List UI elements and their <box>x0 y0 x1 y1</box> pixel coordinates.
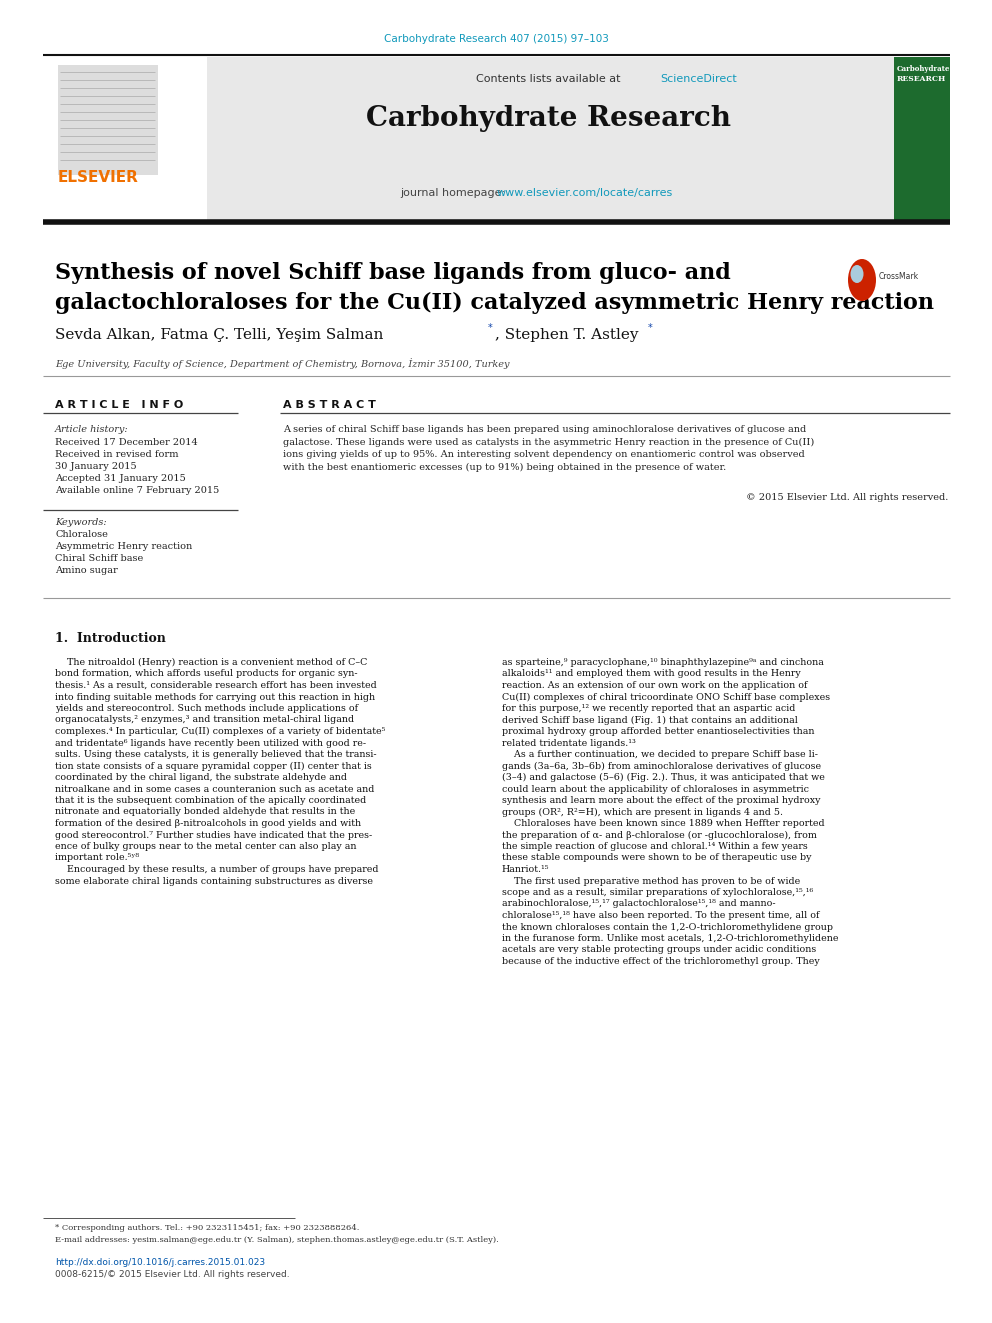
Text: and tridentate⁶ ligands have recently been utilized with good re-: and tridentate⁶ ligands have recently be… <box>55 738 366 747</box>
Text: journal homepage:: journal homepage: <box>400 188 509 198</box>
Text: galactose. These ligands were used as catalysts in the asymmetric Henry reaction: galactose. These ligands were used as ca… <box>283 438 814 447</box>
Text: 0008-6215/© 2015 Elsevier Ltd. All rights reserved.: 0008-6215/© 2015 Elsevier Ltd. All right… <box>55 1270 290 1279</box>
Text: Chloralose: Chloralose <box>55 531 108 538</box>
Text: Chiral Schiff base: Chiral Schiff base <box>55 554 143 564</box>
Text: yields and stereocontrol. Such methods include applications of: yields and stereocontrol. Such methods i… <box>55 704 358 713</box>
Text: www.elsevier.com/locate/carres: www.elsevier.com/locate/carres <box>497 188 674 198</box>
Text: chloralose¹⁵,¹⁸ have also been reported. To the present time, all of: chloralose¹⁵,¹⁸ have also been reported.… <box>502 912 819 919</box>
Ellipse shape <box>848 259 876 302</box>
Text: alkaloids¹¹ and employed them with good results in the Henry: alkaloids¹¹ and employed them with good … <box>502 669 801 679</box>
Text: A R T I C L E   I N F O: A R T I C L E I N F O <box>55 400 184 410</box>
Text: related tridentate ligands.¹³: related tridentate ligands.¹³ <box>502 738 636 747</box>
Text: Received 17 December 2014: Received 17 December 2014 <box>55 438 197 447</box>
Text: Synthesis of novel Schiff base ligands from gluco- and: Synthesis of novel Schiff base ligands f… <box>55 262 731 284</box>
Text: nitroalkane and in some cases a counteranion such as acetate and: nitroalkane and in some cases a countera… <box>55 785 374 794</box>
Text: complexes.⁴ In particular, Cu(II) complexes of a variety of bidentate⁵: complexes.⁴ In particular, Cu(II) comple… <box>55 728 385 736</box>
Text: important role.⁵ʸ⁸: important role.⁵ʸ⁸ <box>55 853 139 863</box>
Text: formation of the desired β-nitroalcohols in good yields and with: formation of the desired β-nitroalcohols… <box>55 819 361 828</box>
Text: these stable compounds were shown to be of therapeutic use by: these stable compounds were shown to be … <box>502 853 811 863</box>
Text: coordinated by the chiral ligand, the substrate aldehyde and: coordinated by the chiral ligand, the su… <box>55 773 347 782</box>
Text: CrossMark: CrossMark <box>879 273 920 280</box>
Text: Encouraged by these results, a number of groups have prepared: Encouraged by these results, a number of… <box>55 865 379 875</box>
Text: Ege University, Faculty of Science, Department of Chemistry, Bornova, İzmir 3510: Ege University, Faculty of Science, Depa… <box>55 359 510 369</box>
Text: Carbohydrate Research: Carbohydrate Research <box>365 105 730 132</box>
Text: arabinochloralose,¹⁵,¹⁷ galactochloralose¹⁵,¹⁸ and manno-: arabinochloralose,¹⁵,¹⁷ galactochloralos… <box>502 900 776 909</box>
Text: thesis.¹ As a result, considerable research effort has been invested: thesis.¹ As a result, considerable resea… <box>55 681 377 691</box>
Bar <box>894 57 950 220</box>
Text: because of the inductive effect of the trichloromethyl group. They: because of the inductive effect of the t… <box>502 957 819 966</box>
Text: that it is the subsequent combination of the apically coordinated: that it is the subsequent combination of… <box>55 796 366 804</box>
Text: ions giving yields of up to 95%. An interesting solvent dependency on enantiomer: ions giving yields of up to 95%. An inte… <box>283 450 805 459</box>
Text: proximal hydroxy group afforded better enantioselectivities than: proximal hydroxy group afforded better e… <box>502 728 814 736</box>
Text: Chloraloses have been known since 1889 when Heffter reported: Chloraloses have been known since 1889 w… <box>502 819 824 828</box>
Bar <box>43 57 207 220</box>
Text: *: * <box>488 323 493 333</box>
Text: some elaborate chiral ligands containing substructures as diverse: some elaborate chiral ligands containing… <box>55 877 373 885</box>
Text: As a further continuation, we decided to prepare Schiff base li-: As a further continuation, we decided to… <box>502 750 818 759</box>
Text: as sparteine,⁹ paracyclophane,¹⁰ binaphthylazepine⁹ᵃ and cinchona: as sparteine,⁹ paracyclophane,¹⁰ binapht… <box>502 658 824 667</box>
Text: for this purpose,¹² we recently reported that an aspartic acid: for this purpose,¹² we recently reported… <box>502 704 796 713</box>
Text: ence of bulky groups near to the metal center can also play an: ence of bulky groups near to the metal c… <box>55 841 356 851</box>
Text: (3–4) and galactose (5–6) (Fig. 2.). Thus, it was anticipated that we: (3–4) and galactose (5–6) (Fig. 2.). Thu… <box>502 773 825 782</box>
Text: Received in revised form: Received in revised form <box>55 450 179 459</box>
Text: Sevda Alkan, Fatma Ç. Telli, Yeşim Salman: Sevda Alkan, Fatma Ç. Telli, Yeşim Salma… <box>55 328 383 343</box>
Text: Article history:: Article history: <box>55 425 129 434</box>
Bar <box>207 57 894 220</box>
Text: scope and as a result, similar preparations of xylochloralose,¹⁵,¹⁶: scope and as a result, similar preparati… <box>502 888 813 897</box>
Text: *: * <box>648 323 653 333</box>
Text: the known chloraloses contain the 1,2-O-trichloromethylidene group: the known chloraloses contain the 1,2-O-… <box>502 922 833 931</box>
Text: acetals are very stable protecting groups under acidic conditions: acetals are very stable protecting group… <box>502 946 816 954</box>
Text: in the furanose form. Unlike most acetals, 1,2-O-trichloromethylidene: in the furanose form. Unlike most acetal… <box>502 934 838 943</box>
Text: Carbohydrate: Carbohydrate <box>897 65 950 73</box>
Text: Accepted 31 January 2015: Accepted 31 January 2015 <box>55 474 186 483</box>
Text: could learn about the applicability of chloraloses in asymmetric: could learn about the applicability of c… <box>502 785 809 794</box>
Text: , Stephen T. Astley: , Stephen T. Astley <box>495 328 639 343</box>
Text: Amino sugar: Amino sugar <box>55 566 118 576</box>
Text: * Corresponding authors. Tel.: +90 2323115451; fax: +90 2323888264.: * Corresponding authors. Tel.: +90 23231… <box>55 1224 359 1232</box>
Text: The nitroaldol (Henry) reaction is a convenient method of C–C: The nitroaldol (Henry) reaction is a con… <box>55 658 367 667</box>
Text: 30 January 2015: 30 January 2015 <box>55 462 137 471</box>
Text: with the best enantiomeric excesses (up to 91%) being obtained in the presence o: with the best enantiomeric excesses (up … <box>283 463 726 471</box>
Text: derived Schiff base ligand (Fig. 1) that contains an additional: derived Schiff base ligand (Fig. 1) that… <box>502 716 798 725</box>
Text: the preparation of α- and β-chloralose (or -glucochloralose), from: the preparation of α- and β-chloralose (… <box>502 831 816 840</box>
Text: RESEARCH: RESEARCH <box>897 75 946 83</box>
Text: Hanriot.¹⁵: Hanriot.¹⁵ <box>502 865 550 875</box>
Text: E-mail addresses: yesim.salman@ege.edu.tr (Y. Salman), stephen.thomas.astley@ege: E-mail addresses: yesim.salman@ege.edu.t… <box>55 1236 499 1244</box>
Bar <box>58 65 158 175</box>
Text: into finding suitable methods for carrying out this reaction in high: into finding suitable methods for carryi… <box>55 692 375 701</box>
Text: nitronate and equatorially bonded aldehyde that results in the: nitronate and equatorially bonded aldehy… <box>55 807 355 816</box>
Text: Contents lists available at: Contents lists available at <box>476 74 624 83</box>
Text: galactochloraloses for the Cu(II) catalyzed asymmetric Henry reaction: galactochloraloses for the Cu(II) cataly… <box>55 292 934 314</box>
Text: bond formation, which affords useful products for organic syn-: bond formation, which affords useful pro… <box>55 669 358 679</box>
Text: ScienceDirect: ScienceDirect <box>660 74 737 83</box>
Text: groups (OR², R²=H), which are present in ligands 4 and 5.: groups (OR², R²=H), which are present in… <box>502 807 783 816</box>
Text: gands (3a–6a, 3b–6b) from aminochloralose derivatives of glucose: gands (3a–6a, 3b–6b) from aminochloralos… <box>502 762 821 770</box>
Text: Keywords:: Keywords: <box>55 519 106 527</box>
Text: tion state consists of a square pyramidal copper (II) center that is: tion state consists of a square pyramida… <box>55 762 372 770</box>
Text: http://dx.doi.org/10.1016/j.carres.2015.01.023: http://dx.doi.org/10.1016/j.carres.2015.… <box>55 1258 265 1267</box>
Text: Cu(II) complexes of chiral tricoordinate ONO Schiff base complexes: Cu(II) complexes of chiral tricoordinate… <box>502 692 830 701</box>
Text: 1.  Introduction: 1. Introduction <box>55 632 166 646</box>
Text: sults. Using these catalysts, it is generally believed that the transi-: sults. Using these catalysts, it is gene… <box>55 750 377 759</box>
Text: A B S T R A C T: A B S T R A C T <box>283 400 376 410</box>
Text: Carbohydrate Research 407 (2015) 97–103: Carbohydrate Research 407 (2015) 97–103 <box>384 34 608 44</box>
Text: ELSEVIER: ELSEVIER <box>58 169 139 185</box>
Text: organocatalysts,² enzymes,³ and transition metal-chiral ligand: organocatalysts,² enzymes,³ and transiti… <box>55 716 354 725</box>
Text: © 2015 Elsevier Ltd. All rights reserved.: © 2015 Elsevier Ltd. All rights reserved… <box>746 493 948 501</box>
Text: The first used preparative method has proven to be of wide: The first used preparative method has pr… <box>502 877 801 885</box>
Text: synthesis and learn more about the effect of the proximal hydroxy: synthesis and learn more about the effec… <box>502 796 820 804</box>
Text: Asymmetric Henry reaction: Asymmetric Henry reaction <box>55 542 192 550</box>
Text: A series of chiral Schiff base ligands has been prepared using aminochloralose d: A series of chiral Schiff base ligands h… <box>283 425 806 434</box>
Ellipse shape <box>850 265 863 283</box>
Text: good stereocontrol.⁷ Further studies have indicated that the pres-: good stereocontrol.⁷ Further studies hav… <box>55 831 372 840</box>
Text: the simple reaction of glucose and chloral.¹⁴ Within a few years: the simple reaction of glucose and chlor… <box>502 841 807 851</box>
Text: reaction. As an extension of our own work on the application of: reaction. As an extension of our own wor… <box>502 681 807 691</box>
Text: Available online 7 February 2015: Available online 7 February 2015 <box>55 486 219 495</box>
